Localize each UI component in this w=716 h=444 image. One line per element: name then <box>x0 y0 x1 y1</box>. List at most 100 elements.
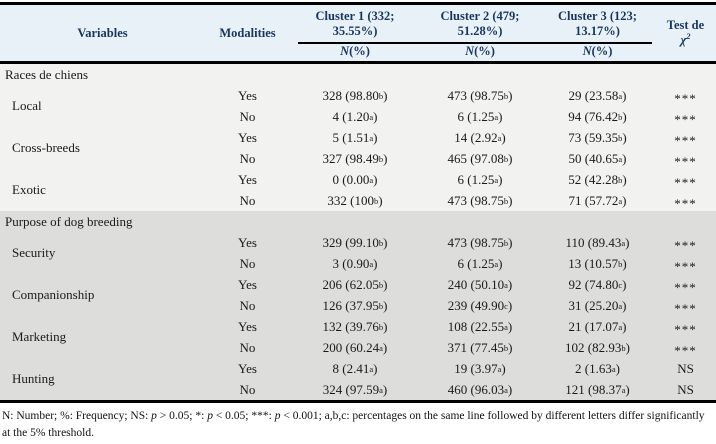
value-cell: 132 (39.76 b) <box>322 318 388 334</box>
value-cell: 371 (77.45 b) <box>447 339 513 355</box>
test-result-cell: *** <box>655 85 716 106</box>
significance-value: NS <box>677 360 694 376</box>
significance-value: *** <box>674 174 697 190</box>
value-cell: 0 (0.00 a) <box>332 171 378 187</box>
test-result-cell: *** <box>655 274 716 295</box>
column-header-variables: Variables <box>77 25 128 40</box>
value-cell: 121 (98.37 a) <box>565 381 630 397</box>
modality-cell: No <box>239 108 256 124</box>
n-percent-header-3: N (%) <box>582 44 613 58</box>
test-result-cell: *** <box>655 337 716 358</box>
value-cell: 110 (89.43 a) <box>565 234 630 250</box>
test-result-cell: *** <box>655 295 716 316</box>
table-footnote: N: Number; %: Frequency; NS: p > 0.05; *… <box>0 408 716 441</box>
n-percent-header-2: N (%) <box>465 44 495 58</box>
modality-cell: Yes <box>238 234 257 250</box>
table-body: Races de chiens Local Yes 328 (98.80 b) 473 (… <box>0 64 716 403</box>
cluster-3-title-line-2: 13.17%) <box>575 24 620 38</box>
value-cell: 465 (97.08 b) <box>447 150 513 166</box>
value-cell: 21 (17.07 a) <box>568 318 627 334</box>
test-result-cell: *** <box>655 106 716 127</box>
significance-value: *** <box>674 237 697 253</box>
variable-label: Hunting <box>12 371 55 386</box>
value-cell: 473 (98.75 b) <box>447 192 513 208</box>
significance-value: *** <box>674 321 697 337</box>
modality-cell: Yes <box>238 87 257 103</box>
value-cell: 102 (82.93 b) <box>565 339 630 355</box>
test-result-cell: *** <box>655 253 716 274</box>
statistics-table: Variables Modalities Cluster 1 (332; 35.… <box>0 2 716 403</box>
variable-group: Hunting Yes 8 (2.41 a) 19 (3.97 a) 2 (1.63 a) NS… <box>0 358 716 400</box>
test-result-cell: *** <box>655 127 716 148</box>
footnote-p-symbol: p <box>151 410 157 422</box>
value-cell: 126 (37.95 b) <box>322 297 388 313</box>
value-cell: 92 (74.80 c) <box>568 276 627 292</box>
modality-cell: No <box>239 339 256 355</box>
significance-value: *** <box>674 342 697 358</box>
value-cell: 29 (23.58 a) <box>568 87 627 103</box>
significance-value: *** <box>674 90 697 106</box>
cluster-3-title-line-1: Cluster 3 (123; <box>558 9 637 23</box>
value-cell: 19 (3.97 a) <box>454 360 506 376</box>
test-result-cell: NS <box>655 358 716 379</box>
test-result-cell: *** <box>655 190 716 211</box>
significance-value: *** <box>674 153 697 169</box>
cluster-1-title-line-2: 35.55%) <box>332 24 378 38</box>
value-cell: 108 (22.55 a) <box>447 318 513 334</box>
modality-cell: Yes <box>238 171 257 187</box>
value-cell: 4 (1.20 a) <box>332 108 378 124</box>
modality-cell: No <box>239 150 256 166</box>
variable-group: Security Yes 329 (99.10 b) 473 (98.75 b) 110 (… <box>0 232 716 274</box>
value-cell: 239 (49.90 c) <box>447 297 513 313</box>
value-cell: 8 (2.41 a) <box>332 360 378 376</box>
significance-value: *** <box>674 258 697 274</box>
value-cell: 200 (60.24 a) <box>322 339 388 355</box>
value-cell: 52 (42.28 b) <box>568 171 627 187</box>
section-header: Purpose of dog breeding <box>5 214 133 229</box>
footnote-text: N: Number; %: Frequency; NS: <box>2 410 152 422</box>
column-header-cluster-2: Cluster 2 (479; 51.28%) <box>420 5 540 42</box>
table-section: Purpose of dog breeding Security Yes 329 (9… <box>0 211 716 400</box>
significance-value: *** <box>674 279 697 295</box>
value-cell: 332 (100 b) <box>327 192 383 208</box>
value-cell: 5 (1.51 a) <box>332 129 378 145</box>
test-result-cell: *** <box>655 316 716 337</box>
footnote-p-symbol: p <box>207 410 213 422</box>
test-label-line-1: Test de <box>666 18 705 32</box>
variable-label: Cross-breeds <box>12 140 80 155</box>
value-cell: 460 (96.03 a) <box>447 381 513 397</box>
table-section: Races de chiens Local Yes 328 (98.80 b) 473 (… <box>0 64 716 211</box>
cluster-1-title-line-1: Cluster 1 (332; <box>315 9 395 23</box>
variable-label: Companionship <box>12 287 95 302</box>
significance-value: *** <box>674 132 697 148</box>
modality-cell: No <box>239 255 256 271</box>
test-result-cell: *** <box>655 232 716 253</box>
footnote-text: < 0.05; ***: <box>212 410 275 422</box>
value-cell: 6 (1.25 a) <box>457 171 503 187</box>
value-cell: 6 (1.25 a) <box>457 108 503 124</box>
value-cell: 2 (1.63 a) <box>575 360 620 376</box>
modality-cell: No <box>239 192 256 208</box>
significance-value: *** <box>674 111 697 127</box>
value-cell: 473 (98.75 b) <box>447 234 513 250</box>
value-cell: 324 (97.59 a) <box>322 381 388 397</box>
modality-cell: No <box>239 381 256 397</box>
test-result-cell: *** <box>655 169 716 190</box>
cluster-2-title-line-2: 51.28%) <box>457 24 503 38</box>
value-cell: 71 (57.72 a) <box>568 192 627 208</box>
footnote-text: < 0.001; a,b,c: percentages on the same … <box>2 410 705 439</box>
variable-label: Security <box>12 245 56 260</box>
value-cell: 94 (76.42 b) <box>568 108 627 124</box>
value-cell: 206 (62.05 b) <box>322 276 388 292</box>
column-header-chi-square-test: Test de χ2 <box>655 5 716 61</box>
variable-group: Marketing Yes 132 (39.76 b) 108 (22.55 a) 21 (… <box>0 316 716 358</box>
column-header-modalities: Modalities <box>219 25 276 40</box>
n-percent-header-1: N (%) <box>340 44 370 58</box>
modality-cell: Yes <box>238 360 257 376</box>
cluster-2-title-line-1: Cluster 2 (479; <box>440 9 520 23</box>
value-cell: 329 (99.10 b) <box>322 234 388 250</box>
significance-value: *** <box>674 300 697 316</box>
variable-label: Local <box>12 98 42 113</box>
variable-label: Exotic <box>12 182 46 197</box>
